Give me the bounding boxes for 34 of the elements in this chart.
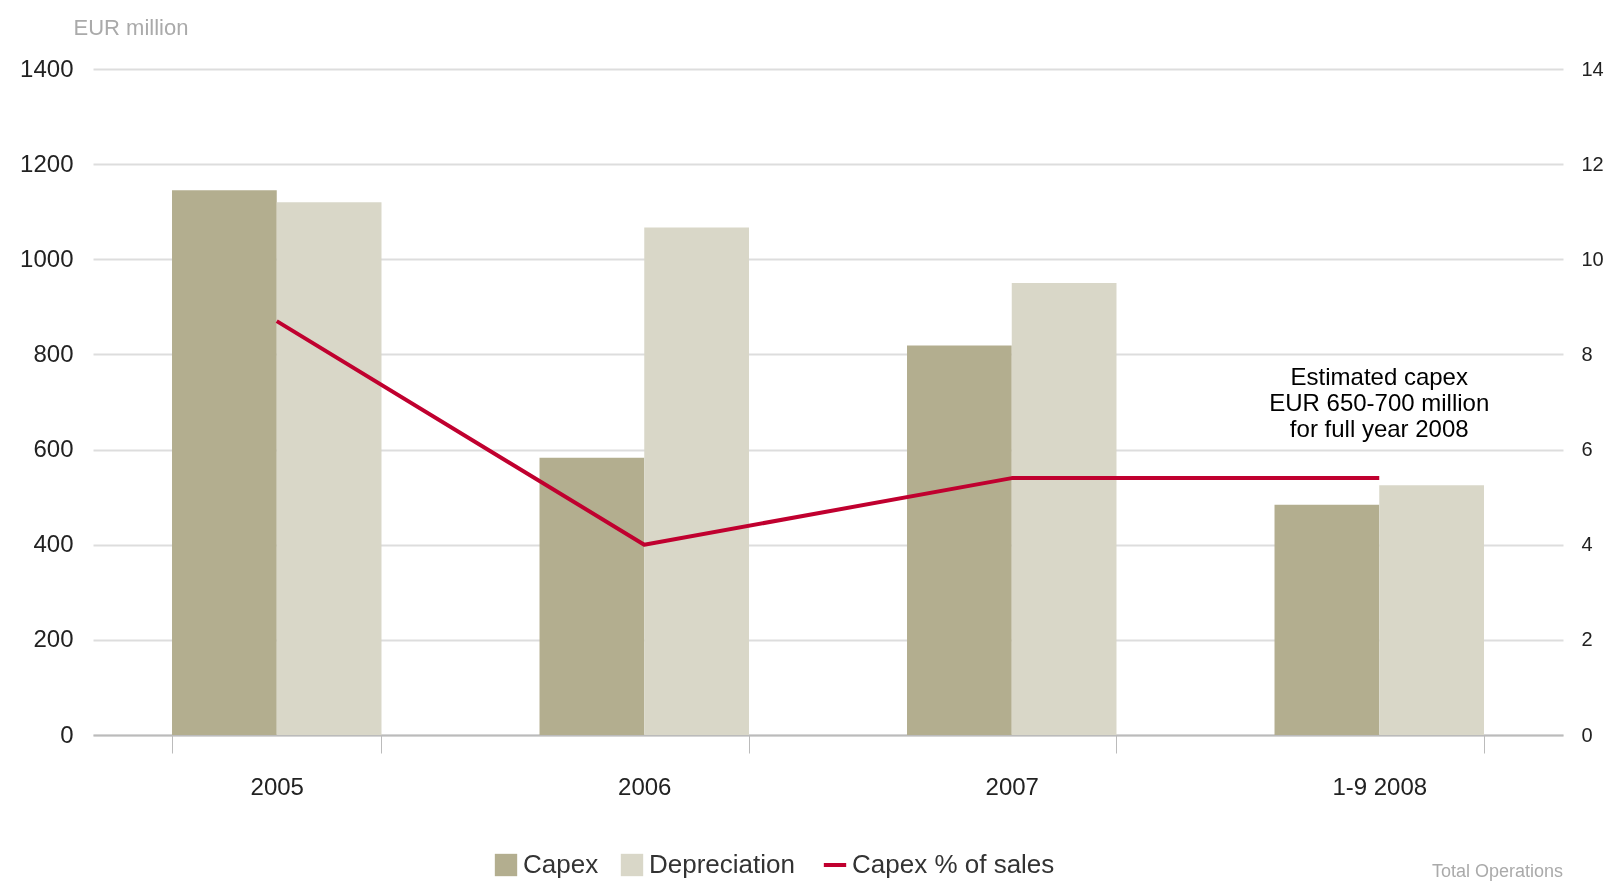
bar — [539, 457, 645, 735]
x-tick-label: 1-9 2008 — [1332, 772, 1428, 800]
y-tick-label: 1400 — [20, 54, 74, 82]
bar — [1011, 283, 1117, 735]
y-tick-label: 800 — [33, 339, 74, 367]
bar — [1274, 504, 1380, 735]
y-tick-label: 1000 — [20, 244, 74, 272]
legend-label: Depreciation — [649, 849, 795, 879]
y2-tick-label: 8 — [1581, 342, 1593, 365]
text: Total Operations — [1431, 861, 1563, 881]
y2-tick-label: 0 — [1581, 723, 1593, 746]
y2-tick-label: 10 — [1581, 247, 1604, 270]
bar — [907, 345, 1012, 735]
bar — [172, 190, 277, 735]
y2-tick-label: 6 — [1581, 438, 1593, 461]
y-tick-label: 0 — [60, 720, 74, 748]
x-tick-label: 2006 — [618, 772, 672, 800]
bar — [1379, 485, 1484, 735]
legend-label: Capex — [523, 849, 599, 879]
y2-tick-label: 12 — [1581, 152, 1604, 175]
y2-tick-label: 14 — [1581, 57, 1604, 80]
legend-label: Capex % of sales — [852, 849, 1055, 879]
y-axis-title: EUR million — [73, 14, 189, 40]
annotation: Estimated capex EUR 650-700 million for full year 2008 — [1269, 363, 1490, 442]
bar — [644, 227, 749, 735]
y-tick-label: 400 — [33, 530, 74, 558]
y2-tick-label: 4 — [1581, 533, 1593, 556]
y-tick-label: 600 — [33, 435, 74, 463]
y-tick-label: 1200 — [20, 149, 74, 177]
bar — [276, 202, 382, 735]
y-tick-label: 200 — [33, 625, 74, 653]
y2-tick-label: 2 — [1581, 628, 1593, 651]
x-tick-label: 2007 — [985, 772, 1039, 800]
x-tick-label: 2005 — [250, 772, 304, 800]
